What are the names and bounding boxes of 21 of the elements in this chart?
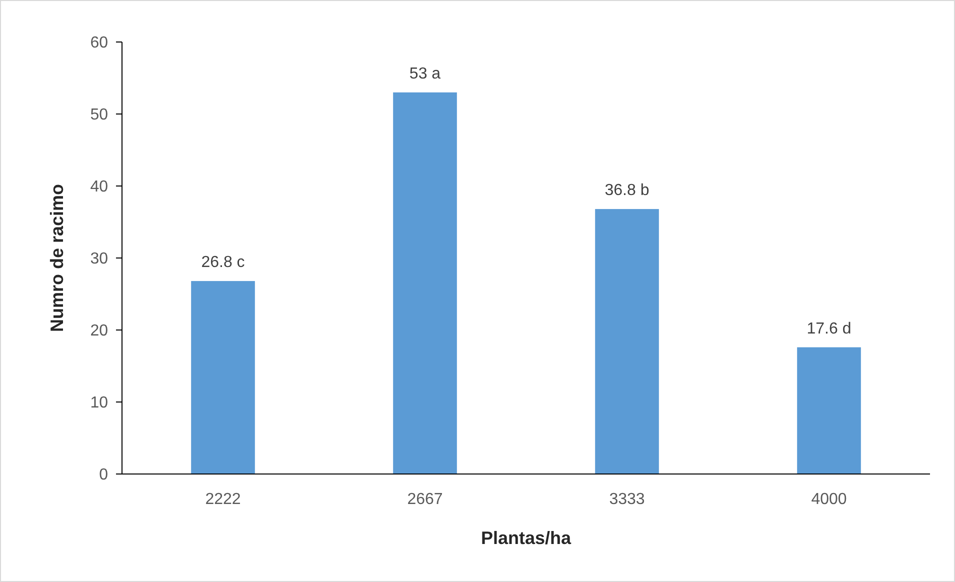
y-tick-label: 0 <box>99 466 108 484</box>
y-tick-label: 50 <box>90 106 108 124</box>
x-tick-label: 2222 <box>205 491 241 508</box>
bar <box>797 347 861 474</box>
bar <box>595 209 659 474</box>
y-axis-title: Numro de racimo <box>47 184 67 332</box>
y-tick-label: 20 <box>90 322 108 340</box>
data-label: 17.6 d <box>806 320 852 338</box>
bar <box>191 281 255 474</box>
data-label: 26.8 c <box>201 254 245 272</box>
x-tick-label: 2667 <box>407 491 443 508</box>
y-tick-label: 60 <box>90 34 108 52</box>
x-axis-title: Plantas/ha <box>480 528 572 548</box>
y-tick-label: 30 <box>90 250 108 268</box>
bar <box>393 92 457 474</box>
x-tick-label: 3333 <box>609 491 645 508</box>
y-tick-label: 40 <box>90 178 108 196</box>
data-label: 36.8 b <box>604 182 650 200</box>
data-label: 53 a <box>409 65 441 82</box>
x-tick-label: 4000 <box>811 491 847 508</box>
y-tick-label: 10 <box>90 394 108 412</box>
